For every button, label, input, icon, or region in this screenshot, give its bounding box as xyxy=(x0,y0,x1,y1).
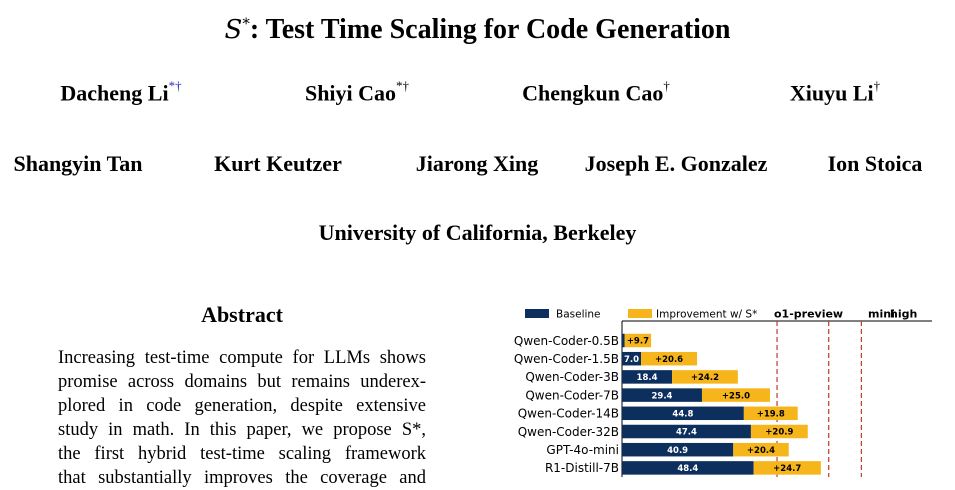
abstract-line: Increasing test-time compute for LLMs sh… xyxy=(58,348,426,368)
legend-improvement-label: Improvement w/ S* xyxy=(656,309,757,321)
author-ion-stoica: Ion Stoica xyxy=(827,151,923,176)
bar-baseline-value: 44.8 xyxy=(672,410,693,420)
bar-baseline xyxy=(622,424,751,439)
bar-improvement xyxy=(750,424,808,439)
affiliation: University of California, Berkeley xyxy=(318,220,637,245)
bar-improvement-value: +20.9 xyxy=(765,428,793,438)
bar-baseline xyxy=(622,388,702,402)
author-dacheng-li: Dacheng Li*† xyxy=(60,78,182,106)
category-label: Qwen-Coder-32B xyxy=(518,425,619,439)
bar-improvement-value: +19.8 xyxy=(757,410,785,420)
author-kurt-keutzer: Kurt Keutzer xyxy=(214,151,342,176)
reference-label-mini: mini xyxy=(868,308,895,321)
bar-baseline xyxy=(622,406,744,421)
abstract-heading: Abstract xyxy=(201,302,283,327)
bar-improvement xyxy=(672,370,738,384)
bar-baseline xyxy=(622,351,642,366)
bar-improvement-value: +24.7 xyxy=(773,464,801,474)
bar-baseline xyxy=(622,442,734,457)
bar-improvement xyxy=(701,388,770,402)
reference-label-high: high xyxy=(890,308,917,321)
bar-baseline-value: 40.9 xyxy=(667,446,688,456)
bar-improvement xyxy=(753,461,821,475)
bar-improvement-value: +20.6 xyxy=(655,355,683,365)
bar-improvement xyxy=(743,406,798,421)
author-joseph-gonzalez: Joseph E. Gonzalez xyxy=(584,151,768,176)
bar-improvement-value: +25.0 xyxy=(722,391,750,401)
abstract-line: that substantially improves the coverage… xyxy=(58,468,426,488)
category-label: Qwen-Coder-7B xyxy=(525,388,619,402)
abstract-line: plored in code generation, despite exten… xyxy=(58,396,426,416)
title-symbol: S* xyxy=(224,14,250,45)
bar-improvement-value: +9.7 xyxy=(627,337,649,347)
category-label: GPT-4o-mini xyxy=(546,443,619,457)
author-jiarong-xing: Jiarong Xing xyxy=(415,151,539,176)
chart-svg: Baseline Improvement w/ S* o1-preview minih… xyxy=(514,308,932,477)
bar-baseline-value: 48.4 xyxy=(677,464,698,474)
legend-baseline-swatch xyxy=(525,309,549,318)
category-label: Qwen-Coder-1.5B xyxy=(514,352,619,366)
bar-improvement-value: +20.4 xyxy=(747,446,775,456)
author-xiuyu-li: Xiuyu Li† xyxy=(789,78,881,106)
title-text: : Test Time Scaling for Code Generation xyxy=(249,14,731,45)
legend-improvement-swatch xyxy=(628,309,652,318)
bar-baseline-value: 18.4 xyxy=(637,373,658,383)
author-shiyi-cao: Shiyi Cao*† xyxy=(304,78,410,106)
author-chengkun-cao: Chengkun Cao† xyxy=(522,78,670,106)
category-label: Qwen-Coder-3B xyxy=(525,370,619,384)
bar-improvement xyxy=(641,351,698,366)
bar-improvement-value: +24.2 xyxy=(691,373,719,383)
paper-title: S*: Test Time Scaling for Code Generatio… xyxy=(0,14,955,46)
reference-label-o1-preview: o1-preview xyxy=(774,308,843,321)
legend-baseline-label: Baseline xyxy=(556,309,601,321)
category-label: Qwen-Coder-14B xyxy=(518,407,619,421)
bar-baseline-value: 7.0 xyxy=(624,355,639,365)
bar-baseline-value: 47.4 xyxy=(676,428,697,438)
bar-baseline-value: 29.4 xyxy=(651,391,672,401)
author-shangyin-tan: Shangyin Tan xyxy=(13,151,143,176)
figure-bar-chart: Baseline Improvement w/ S* o1-preview mini h… xyxy=(495,300,935,477)
abstract-body: Increasing test-time compute for LLMs sh… xyxy=(58,346,426,490)
category-label: Qwen-Coder-0.5B xyxy=(514,334,619,348)
abstract-line: the first hybrid test-time scaling frame… xyxy=(58,444,426,464)
bar-improvement xyxy=(624,333,652,348)
abstract-line: study in math. In this paper, we propose… xyxy=(58,420,426,440)
bar-baseline xyxy=(622,461,754,475)
category-label: R1-Distill-7B xyxy=(545,461,619,475)
bar-improvement xyxy=(733,442,789,457)
bar-baseline xyxy=(622,370,673,384)
bar-baseline xyxy=(622,333,625,348)
abstract-line: promise across domains but remains under… xyxy=(58,372,426,392)
